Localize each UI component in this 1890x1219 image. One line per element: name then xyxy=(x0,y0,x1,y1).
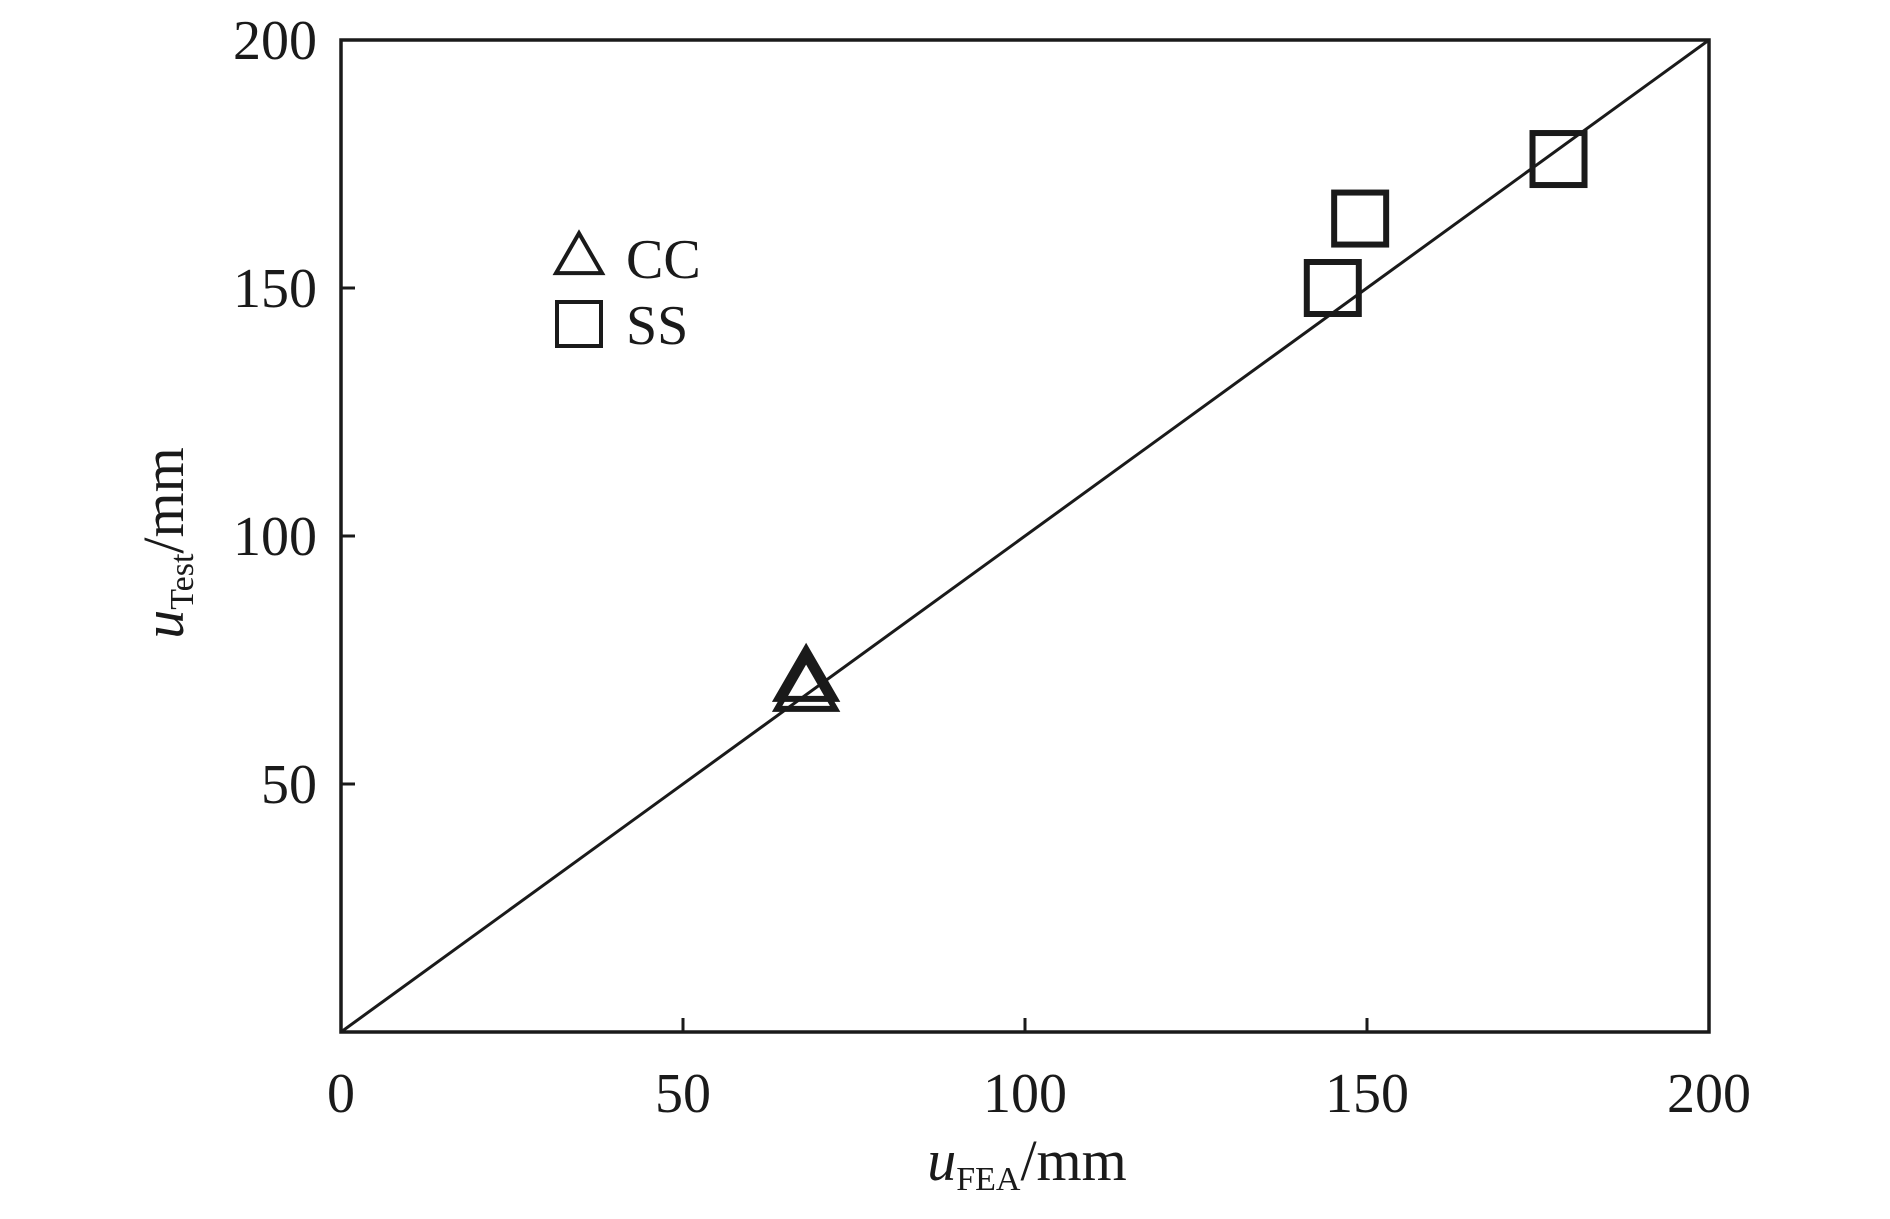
cc-data-point xyxy=(771,652,841,712)
ss-data-point xyxy=(1303,259,1362,317)
ss-data-point xyxy=(1529,130,1588,189)
y-tick-label: 150 xyxy=(233,258,317,320)
reference-line xyxy=(340,38,1710,1034)
x-tick-label: 150 xyxy=(1325,1063,1409,1125)
legend-triangle-icon xyxy=(552,229,606,276)
ss-data-point xyxy=(1331,189,1390,248)
legend-label-cc: CC xyxy=(626,229,701,291)
x-axis-label-subscript: FEA xyxy=(956,1161,1021,1198)
x-axis-label-symbol: u xyxy=(927,1128,956,1193)
y-tick-label: 200 xyxy=(233,10,317,72)
y-tick-label: 100 xyxy=(233,506,317,568)
y-axis-label-subscript: Test xyxy=(164,553,201,610)
legend-square-icon xyxy=(555,300,603,348)
legend-label-ss: SS xyxy=(626,295,688,357)
y-tick-label: 50 xyxy=(261,754,317,816)
cc-data-point xyxy=(771,642,841,702)
x-axis-label-unit: /mm xyxy=(1020,1128,1126,1193)
y-axis-label: uTest/mm xyxy=(131,447,201,639)
x-tick-label: 100 xyxy=(983,1063,1067,1125)
x-tick-label: 0 xyxy=(327,1063,355,1125)
y-axis-label-unit: /mm xyxy=(131,447,196,553)
y-axis-label-symbol: u xyxy=(131,610,196,639)
x-tick-label: 50 xyxy=(655,1063,711,1125)
x-axis-label: uFEA/mm xyxy=(927,1128,1127,1198)
x-tick-label: 200 xyxy=(1667,1063,1751,1125)
